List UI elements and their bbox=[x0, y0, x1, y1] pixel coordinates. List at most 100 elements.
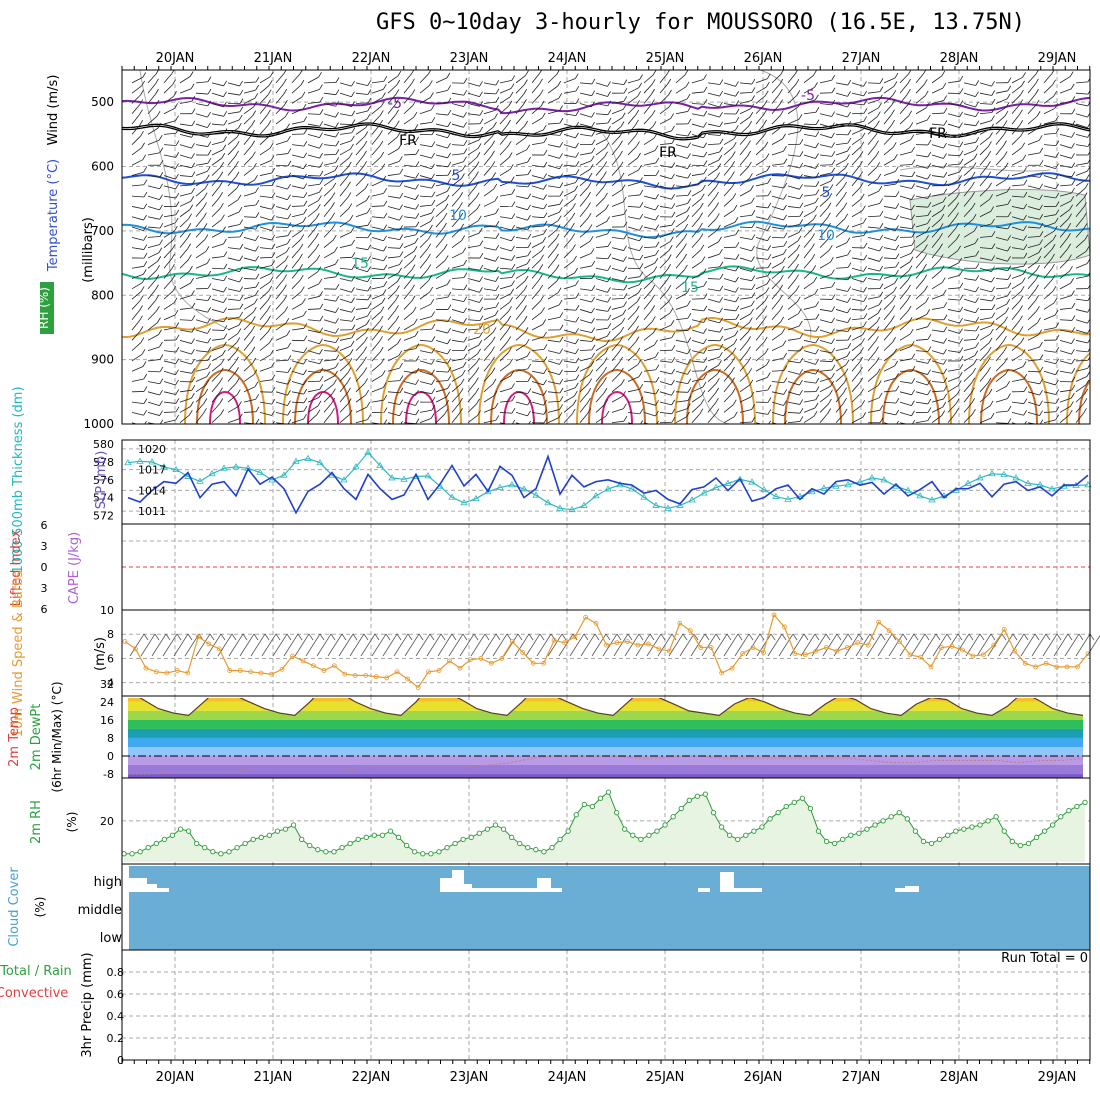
wind-barb bbox=[1059, 144, 1072, 149]
wind-barb bbox=[963, 103, 976, 108]
warm-contour bbox=[1066, 351, 1090, 424]
wind-barb-flag bbox=[1087, 158, 1090, 164]
slp-point bbox=[844, 481, 852, 488]
wind-barb-flag bbox=[847, 129, 852, 136]
wind-barb bbox=[1075, 298, 1088, 302]
wind-barb-flag bbox=[447, 366, 452, 373]
wind-barb bbox=[355, 419, 368, 424]
surface-wind-barb-flag bbox=[451, 633, 457, 641]
wind-barb-flag bbox=[670, 228, 675, 234]
wind-barb-flag bbox=[735, 314, 740, 320]
wind-barb bbox=[579, 103, 592, 108]
wind-barb bbox=[499, 330, 508, 341]
wind-barb bbox=[627, 284, 640, 290]
wind-barb-flag bbox=[238, 413, 243, 419]
wind-barb bbox=[515, 195, 528, 200]
wind-barb bbox=[707, 266, 720, 269]
wind-barb bbox=[739, 372, 749, 382]
wind-barb-flag bbox=[331, 408, 335, 414]
wind-barb bbox=[515, 332, 526, 341]
wind-barb-flag bbox=[335, 89, 340, 95]
wind-barb bbox=[387, 343, 398, 351]
wind-barb bbox=[963, 242, 976, 249]
wind-barb bbox=[995, 267, 1008, 272]
wind-barb bbox=[595, 82, 608, 87]
wind-barb-flag bbox=[879, 291, 884, 297]
wind-barb-flag bbox=[444, 203, 449, 209]
wind-barb-flag bbox=[157, 256, 162, 262]
wind-barb bbox=[307, 144, 320, 149]
wind-barb-flag bbox=[335, 328, 339, 334]
wind-barb-flag bbox=[703, 373, 708, 380]
wind-barb-flag bbox=[879, 94, 883, 100]
wind-barb bbox=[275, 359, 289, 362]
wind-barb bbox=[1011, 171, 1024, 176]
wind-barb bbox=[275, 243, 288, 249]
wind-barb bbox=[707, 229, 718, 238]
wind-barb-flag bbox=[446, 391, 451, 397]
wind-barb bbox=[227, 155, 236, 166]
rh-point bbox=[977, 822, 983, 828]
wind-speed-point bbox=[792, 651, 798, 657]
wind-barb bbox=[1027, 152, 1040, 156]
wind-barb bbox=[259, 236, 272, 241]
wind-speed-point bbox=[844, 645, 850, 650]
wind-barb bbox=[259, 94, 269, 104]
wind-barb-flag bbox=[815, 172, 820, 178]
wind-barb bbox=[1075, 92, 1088, 95]
wind-barb-flag bbox=[943, 326, 948, 333]
rh-point bbox=[412, 849, 418, 855]
surface-wind-barb-flag bbox=[946, 633, 952, 641]
wind-barb bbox=[131, 274, 144, 279]
wind-barb-flag bbox=[494, 195, 499, 202]
wind-barb bbox=[899, 261, 911, 269]
wind-barb-flag bbox=[172, 234, 177, 241]
wind-barb-flag bbox=[927, 389, 931, 396]
wind-barb-flag bbox=[798, 114, 803, 120]
wind-barb bbox=[499, 105, 510, 115]
wind-barb bbox=[259, 206, 272, 210]
wind-barb bbox=[499, 257, 512, 261]
wind-speed-point bbox=[677, 620, 683, 626]
wind-barb bbox=[243, 179, 255, 187]
wind-barb bbox=[435, 370, 448, 373]
wind-barb-flag bbox=[302, 103, 307, 110]
wind-barb bbox=[403, 335, 416, 341]
wind-barb bbox=[419, 303, 431, 310]
wind-barb bbox=[627, 352, 638, 362]
wind-barb-flag bbox=[991, 231, 996, 237]
wind-barb bbox=[211, 207, 221, 218]
wind-barb bbox=[339, 244, 352, 249]
wind-barb bbox=[851, 82, 864, 87]
wind-barb-flag bbox=[303, 152, 308, 158]
rh-point bbox=[452, 840, 458, 847]
wind-barb-flag bbox=[283, 274, 287, 280]
surface-wind-barb bbox=[943, 633, 959, 657]
rh-point bbox=[678, 805, 684, 812]
wind-barb-flag bbox=[623, 209, 628, 215]
wind-barb bbox=[131, 94, 141, 104]
surface-wind-barb bbox=[1020, 633, 1036, 657]
wind-barb-flag bbox=[703, 142, 707, 148]
wind-barb bbox=[787, 391, 800, 396]
wind-barb bbox=[787, 73, 796, 84]
wind-barb-flag bbox=[639, 263, 644, 269]
rh-point bbox=[436, 849, 442, 855]
wind-barb-flag bbox=[335, 149, 340, 155]
temperature-band bbox=[128, 710, 1083, 720]
wind-barb bbox=[851, 393, 861, 403]
wind-barb-flag bbox=[239, 311, 244, 318]
wind-barb bbox=[931, 415, 942, 424]
wind-barb-flag bbox=[335, 271, 340, 278]
wind-barb bbox=[643, 344, 655, 351]
wind-barb bbox=[451, 113, 464, 118]
wind-barb bbox=[371, 363, 382, 372]
wind-barb-flag bbox=[319, 327, 324, 333]
wind-barb-flag bbox=[236, 131, 241, 138]
wind-barb-flag bbox=[955, 202, 960, 208]
wind-barb-flag bbox=[619, 346, 623, 352]
wind-barb bbox=[435, 89, 448, 94]
wind-barb-flag bbox=[365, 122, 370, 128]
wind-barb-flag bbox=[783, 389, 788, 395]
wind-barb-flag bbox=[847, 79, 852, 86]
